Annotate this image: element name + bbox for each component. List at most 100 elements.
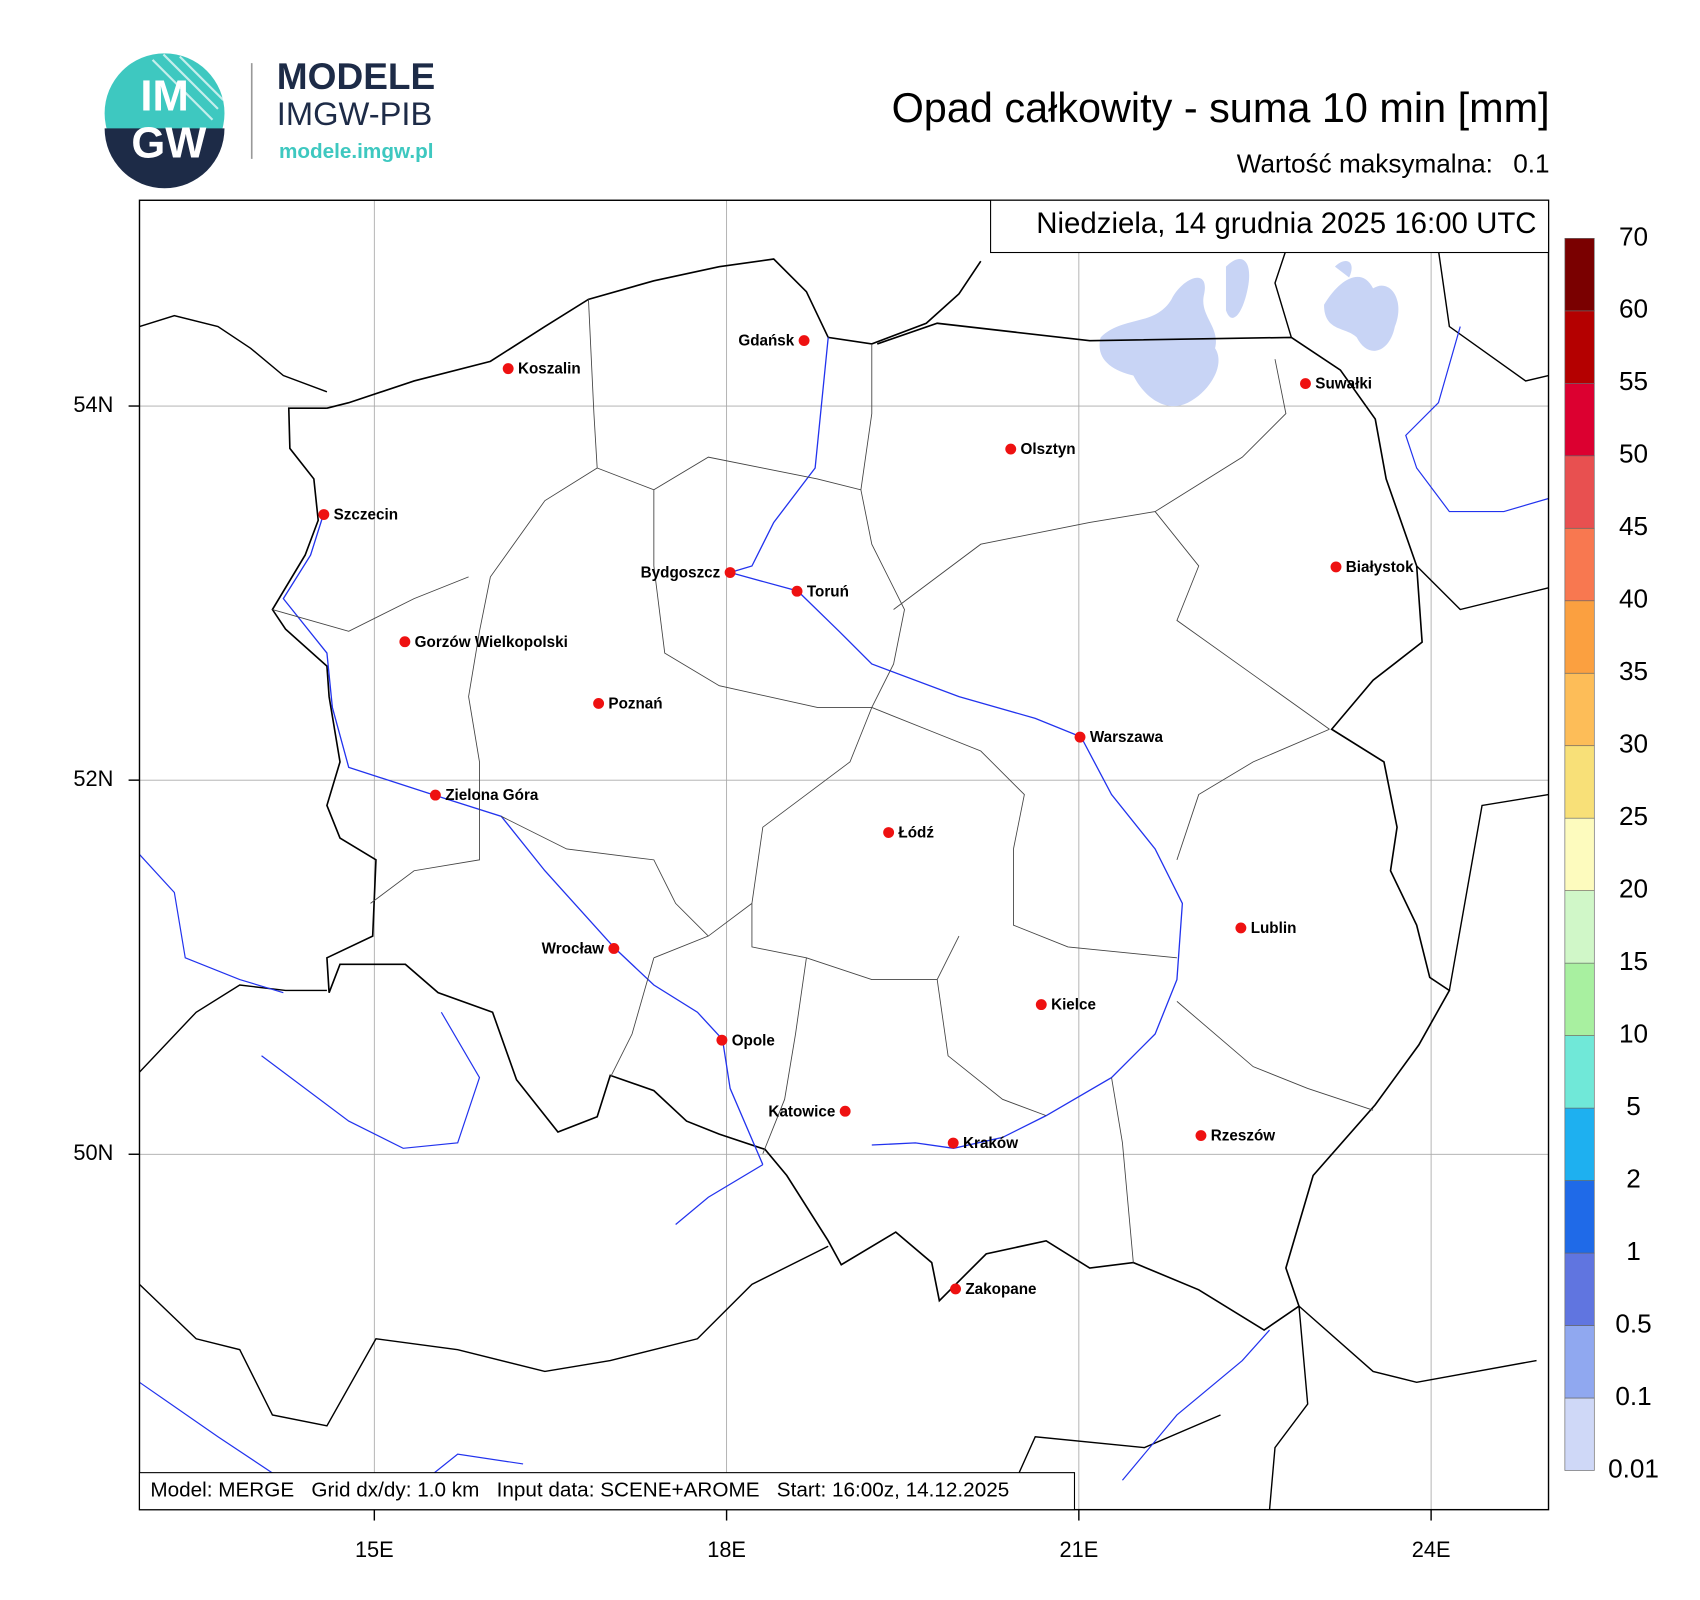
colorbar-label: 0.01	[1608, 1453, 1659, 1483]
city-marker	[608, 943, 620, 954]
logo-org: IMGW-PIB	[277, 95, 433, 132]
city-label: Zakopane	[965, 1281, 1036, 1298]
colorbar-label: 55	[1619, 366, 1648, 396]
cities: Gdańsk Koszalin Szczecin Suwałki Olsztyn Bydg…	[318, 333, 1414, 1298]
city-label: Białystok	[1346, 559, 1414, 576]
city-label: Bydgoszcz	[641, 565, 721, 582]
city-label: Opole	[732, 1032, 775, 1049]
city-marker	[798, 335, 810, 347]
city-label: Poznań	[608, 696, 662, 713]
colorbar-box	[1564, 817, 1595, 891]
colorbar-label: 50	[1619, 439, 1648, 469]
city-label: Suwałki	[1315, 376, 1372, 393]
city-marker	[1235, 922, 1247, 934]
colorbar-box	[1564, 527, 1595, 602]
colorbar-label: 5	[1626, 1091, 1641, 1121]
city-marker	[839, 1105, 851, 1117]
colorbar-label: 0.1	[1615, 1381, 1651, 1411]
footer: Model: MERGE Grid dx/dy: 1.0 km Input da…	[150, 1479, 1009, 1502]
city-marker	[1300, 378, 1311, 390]
city-marker	[724, 567, 736, 578]
city-marker	[502, 363, 514, 375]
colorbar-label: 0.5	[1615, 1308, 1651, 1338]
lakes	[1099, 258, 1399, 407]
country-borders	[139, 250, 1549, 1510]
title: Opad całkowity - suma 10 min [mm]	[892, 85, 1550, 131]
city-marker	[1330, 561, 1342, 573]
colorbar-box	[1564, 382, 1595, 457]
city-marker	[1035, 999, 1047, 1011]
y-tick-label: 52N	[73, 766, 113, 791]
city-marker	[318, 509, 330, 520]
y-tick-label: 54N	[73, 392, 113, 417]
logo: IM GW MODELE IMGW-PIB modele.imgw.pl	[104, 53, 435, 189]
colorbar-label: 30	[1619, 729, 1648, 759]
city-label: Zielona Góra	[445, 787, 539, 804]
city-marker	[950, 1283, 962, 1295]
colorbar-label: 15	[1619, 946, 1648, 976]
geography	[139, 250, 1549, 1510]
colorbar-box	[1564, 890, 1595, 964]
city-marker	[593, 698, 605, 709]
city-label: Katowice	[768, 1103, 835, 1120]
city-marker	[883, 827, 895, 838]
colorbar-label: 40	[1619, 584, 1648, 614]
city-label: Toruń	[807, 583, 849, 600]
colorbar-box	[1564, 238, 1595, 312]
colorbar-box	[1564, 310, 1595, 384]
colorbar-box	[1564, 1035, 1595, 1109]
x-tick-label: 21E	[1059, 1537, 1098, 1562]
footer-box	[138, 1472, 1076, 1511]
colorbar-box	[1564, 962, 1595, 1036]
city-label: Gdańsk	[738, 333, 794, 350]
logo-url: modele.imgw.pl	[279, 140, 434, 163]
city-label: Lublin	[1251, 920, 1297, 937]
colorbar-box	[1564, 1325, 1595, 1399]
voivodeship-borders	[272, 299, 1374, 1263]
grid	[139, 200, 1549, 1510]
colorbar-label: 20	[1619, 874, 1648, 904]
date: Niedziela, 14 grudnia 2025 16:00 UTC	[1036, 207, 1536, 240]
colorbar-box	[1564, 455, 1595, 529]
city-marker	[1195, 1130, 1207, 1141]
colorbar-label: 10	[1619, 1019, 1648, 1049]
colorbar-label: 60	[1619, 294, 1648, 324]
city-label: Warszawa	[1090, 729, 1164, 746]
colorbar-label: 45	[1619, 511, 1648, 541]
max-value: 0.1	[1513, 148, 1549, 178]
logo-mark: GW	[131, 119, 207, 167]
city-label: Szczecin	[334, 507, 398, 524]
colorbar-label: 1	[1626, 1236, 1641, 1266]
colorbar-label: 2	[1626, 1163, 1641, 1193]
city-marker	[429, 789, 441, 801]
colorbar-label: 35	[1619, 656, 1648, 686]
city-marker	[1074, 731, 1086, 743]
colorbar-box	[1564, 600, 1595, 674]
city-label: Koszalin	[518, 361, 581, 378]
colorbar-box	[1564, 672, 1595, 747]
y-tick-label: 50N	[73, 1140, 113, 1165]
city-label: Gorzów Wielkopolski	[415, 634, 568, 651]
max-label: Wartość maksymalna:	[1237, 148, 1493, 178]
logo-lower	[104, 128, 225, 189]
city-label: Olsztyn	[1021, 441, 1076, 458]
colorbar-box	[1564, 745, 1595, 819]
city-marker	[716, 1034, 728, 1046]
colorbar-box	[1564, 1180, 1595, 1254]
city-marker	[399, 636, 411, 648]
poland-border	[271, 258, 1451, 1332]
colorbar-label: 70	[1619, 221, 1648, 251]
date-box	[990, 199, 1550, 254]
city-label: Kraków	[963, 1135, 1018, 1152]
city-marker	[947, 1137, 959, 1149]
colorbar-box	[1564, 1252, 1595, 1326]
colorbar-label: 25	[1619, 801, 1648, 831]
foreign-rivers	[139, 326, 1549, 1481]
colorbar-box	[1564, 1397, 1595, 1471]
city-marker	[791, 585, 803, 597]
x-tick-label: 15E	[355, 1537, 394, 1562]
city-label: Rzeszów	[1211, 1128, 1276, 1145]
